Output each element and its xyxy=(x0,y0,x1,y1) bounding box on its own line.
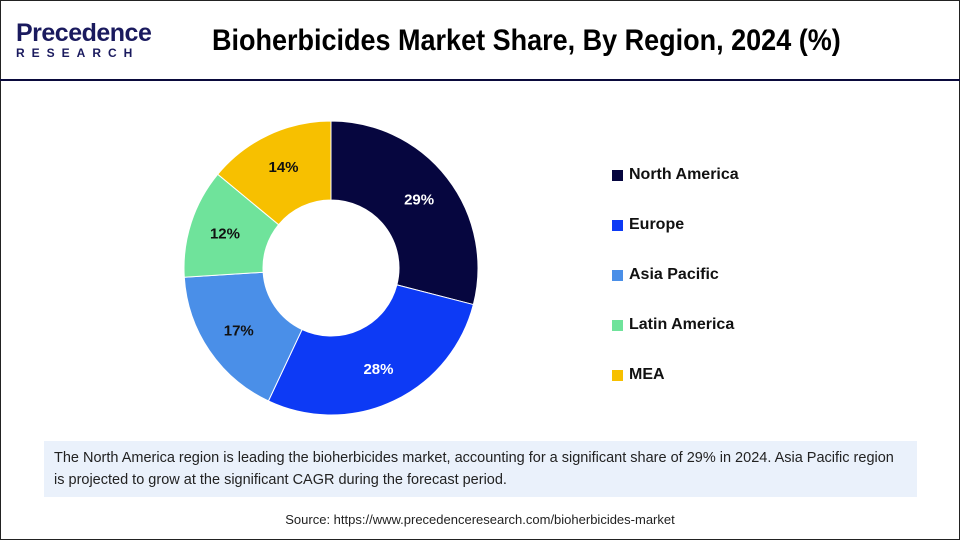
slice-asia-pacific xyxy=(183,271,303,402)
data-label: 14% xyxy=(269,159,299,176)
legend-swatch xyxy=(612,219,623,231)
legend-swatch xyxy=(612,269,623,281)
legend-item: MEA xyxy=(612,350,739,400)
data-label: 17% xyxy=(224,323,254,340)
data-label: 29% xyxy=(404,192,434,209)
logo: Precedence RESEARCH xyxy=(16,20,156,62)
legend: North America Europe Asia Pacific Latin Ame… xyxy=(612,150,739,400)
legend-label: North America xyxy=(629,166,739,183)
legend-item: Europe xyxy=(612,200,739,250)
legend-swatch xyxy=(612,319,623,331)
slice-north-america xyxy=(330,120,479,306)
source-text: Source: https://www.precedenceresearch.c… xyxy=(285,512,675,527)
summary-note: The North America region is leading the … xyxy=(44,441,917,497)
legend-item: Asia Pacific xyxy=(612,250,739,300)
logo-text: Precedence xyxy=(16,19,152,47)
data-label: 28% xyxy=(363,361,393,378)
legend-item: Latin America xyxy=(612,300,739,350)
slice-mea xyxy=(217,120,332,226)
legend-item: North America xyxy=(612,150,739,200)
legend-label: Europe xyxy=(629,216,685,233)
donut-chart: 29% 28% 17% 12% 14% xyxy=(183,120,479,416)
slice-europe xyxy=(267,284,474,416)
page-title: Bioherbicides Market Share, By Region, 2… xyxy=(212,24,841,57)
legend-label: Asia Pacific xyxy=(629,266,719,283)
legend-swatch xyxy=(612,169,623,181)
logo-subtext: RESEARCH xyxy=(16,46,140,60)
legend-label: MEA xyxy=(629,366,665,383)
legend-swatch xyxy=(612,369,623,381)
legend-label: Latin America xyxy=(629,316,735,333)
header: Precedence RESEARCH Bioherbicides Market… xyxy=(0,0,960,81)
data-label: 12% xyxy=(210,226,240,243)
